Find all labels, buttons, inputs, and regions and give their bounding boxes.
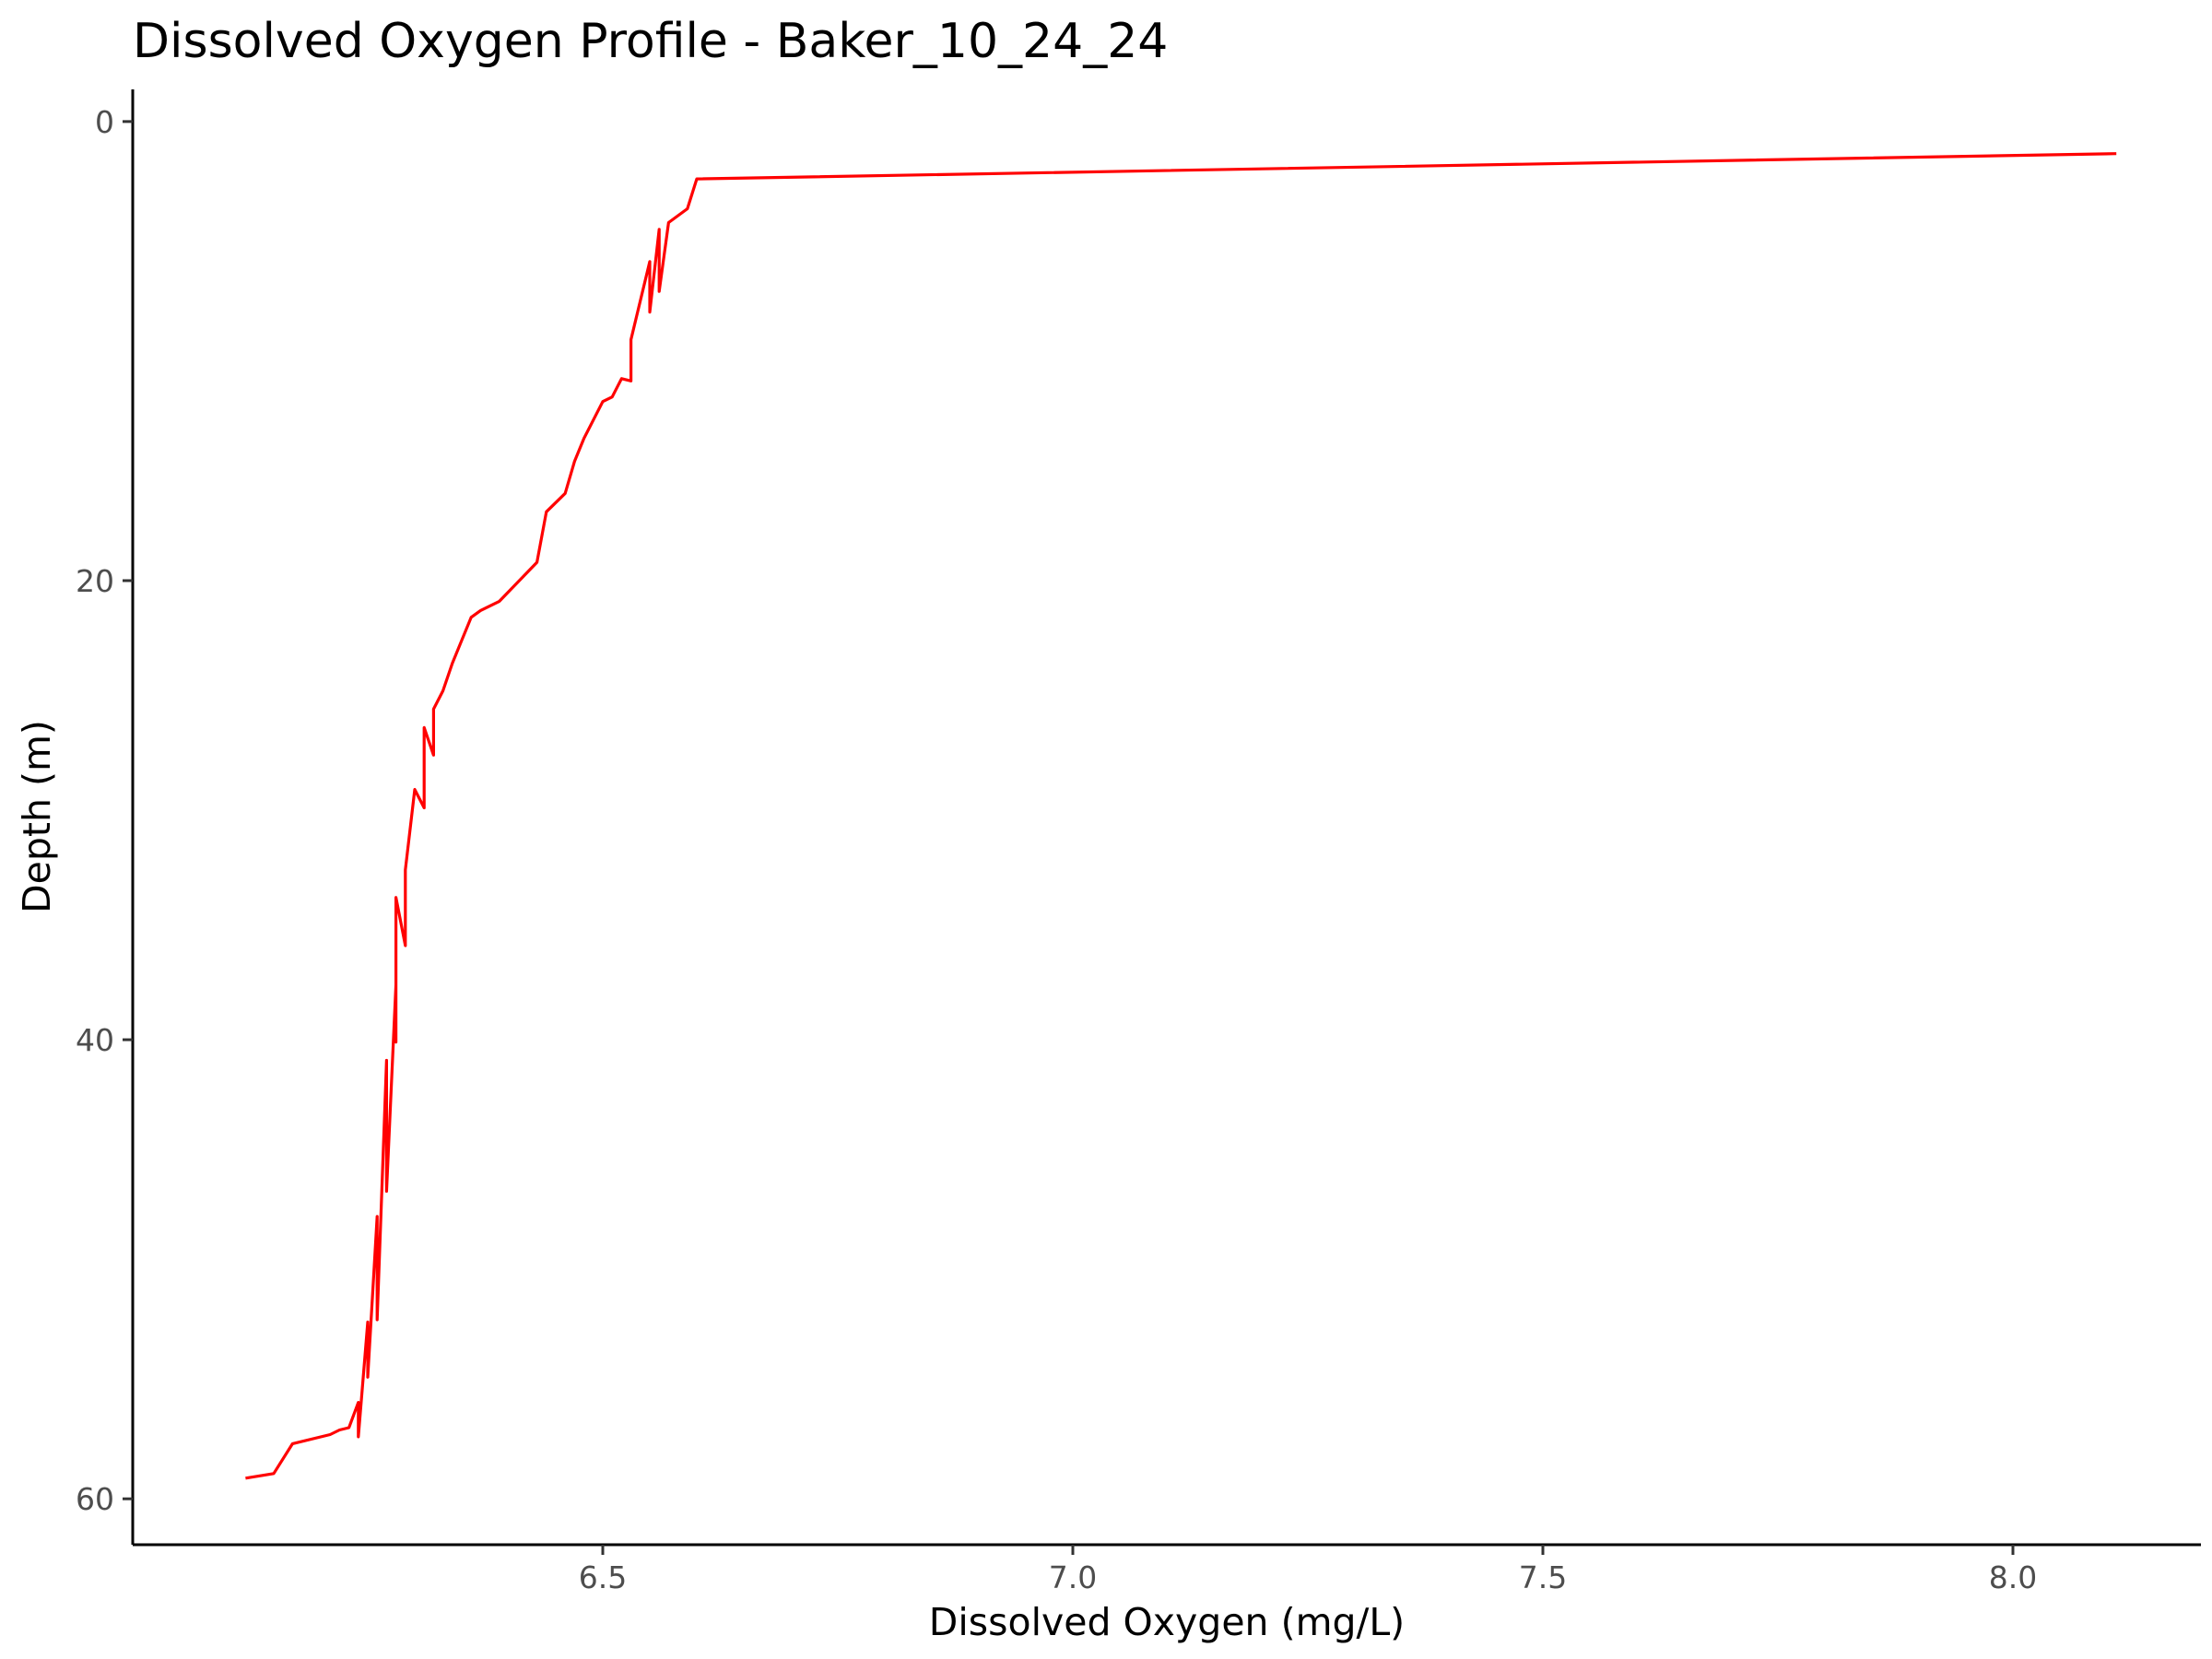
x-axis-title: Dissolved Oxygen (mg/L): [929, 1600, 1405, 1644]
x-tick-label: 7.5: [1519, 1559, 1567, 1595]
y-tick-label: 20: [76, 563, 114, 599]
y-axis-title: Depth (m): [15, 720, 59, 913]
x-tick-label: 6.5: [579, 1559, 627, 1595]
x-tick-label: 8.0: [1989, 1559, 2037, 1595]
y-tick-label: 40: [76, 1022, 114, 1058]
y-tick-label: 60: [76, 1481, 114, 1517]
x-axis-ticks: 6.5 7.0 7.5 8.0: [579, 1545, 2037, 1595]
y-tick-label: 0: [95, 104, 114, 140]
x-tick-label: 7.0: [1049, 1559, 1097, 1595]
chart-title: Dissolved Oxygen Profile - Baker_10_24_2…: [133, 14, 1168, 69]
y-axis-ticks: 0 20 40 60: [76, 104, 133, 1517]
series-line-dissolved-oxygen: [245, 152, 2117, 1480]
plot-area: [245, 152, 2117, 1480]
